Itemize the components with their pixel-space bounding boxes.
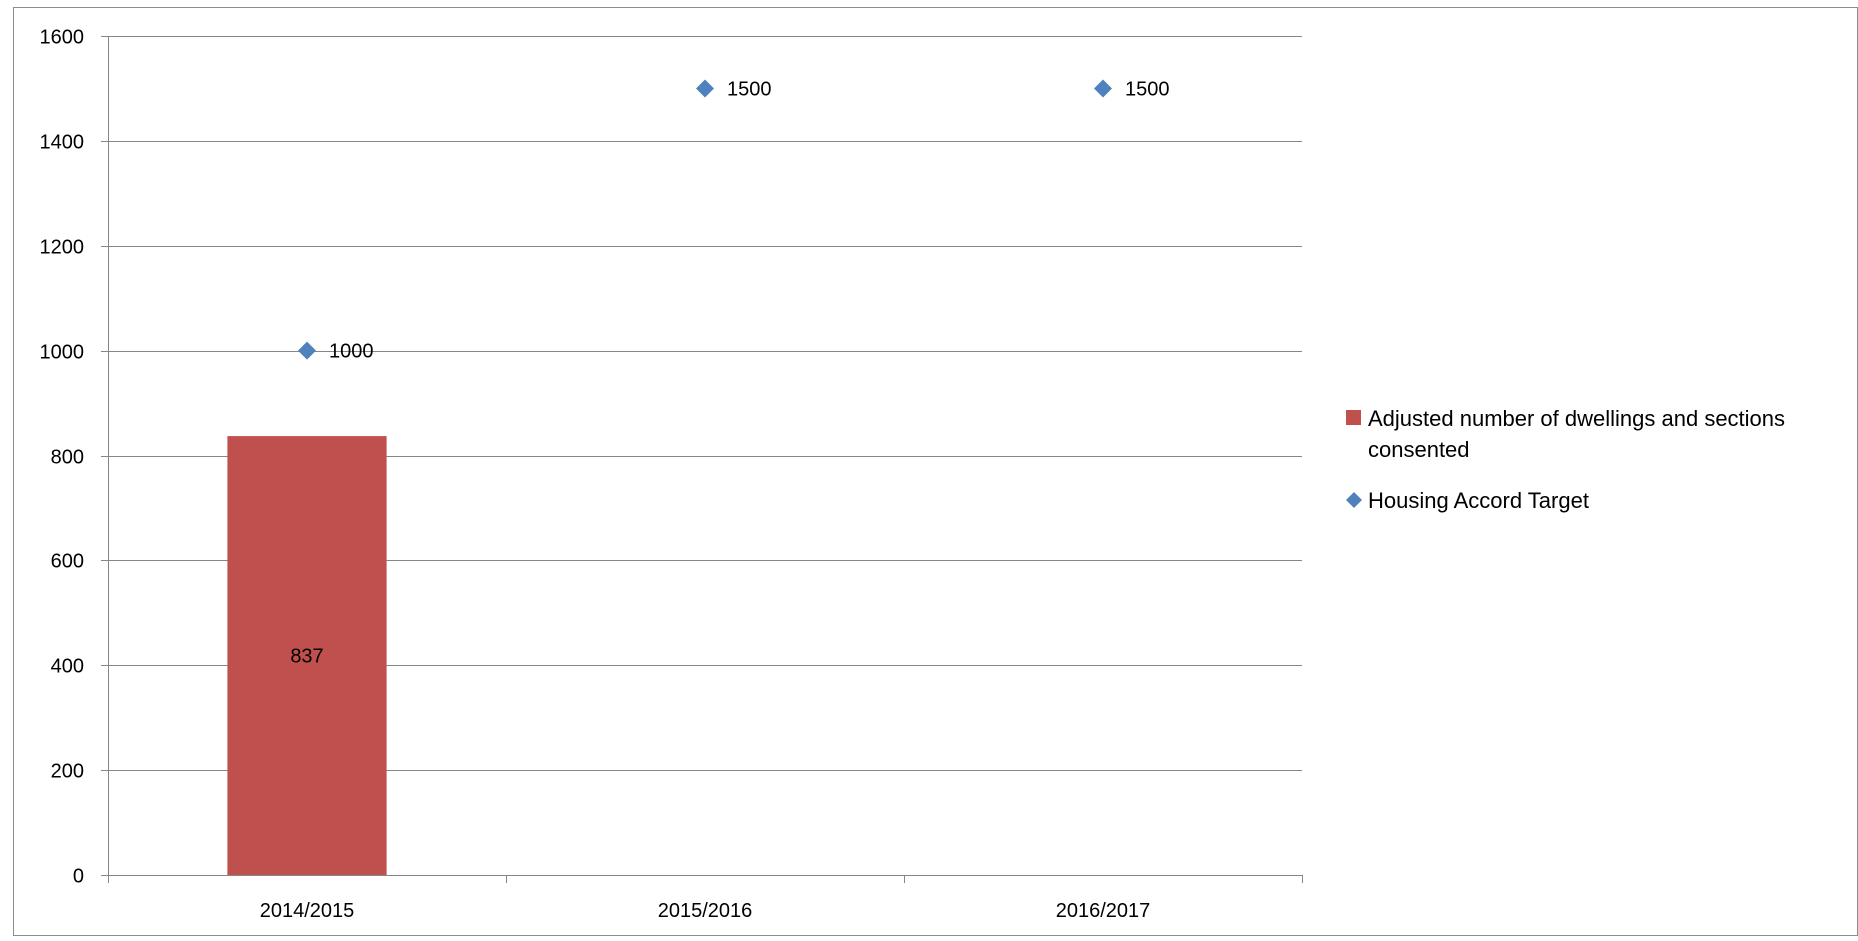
y-tick-label: 0 [73,866,84,888]
y-tick-label: 400 [51,656,84,678]
legend-swatch-bar [1346,410,1361,425]
y-tick-label: 800 [51,447,84,469]
legend-swatch-diamond [1346,492,1362,508]
y-tick-label: 1600 [40,27,85,49]
point-marker [298,341,316,360]
y-tick-label: 1400 [40,132,85,154]
x-tick-label: 2014/2015 [260,900,355,922]
y-tick-label: 600 [51,551,84,573]
legend: Adjusted number of dwellings and section… [1346,406,1785,513]
point-data-label: 1500 [1125,78,1170,100]
x-tick-label: 2015/2016 [658,900,753,922]
y-tick-label: 1000 [40,342,85,364]
point-data-label: 1500 [727,78,772,100]
y-tick-label: 200 [51,761,84,783]
point-marker [1094,79,1112,98]
legend-label: Housing Accord Target [1368,488,1589,513]
bar [227,436,387,875]
x-tick-label: 2016/2017 [1056,900,1151,922]
legend-label: consented [1368,437,1470,462]
bar-data-label: 837 [290,646,323,668]
point-series: 1000 1500 1500 [298,78,1170,363]
point-marker [696,79,714,98]
point-data-label: 1000 [329,341,374,363]
legend-label: Adjusted number of dwellings and section… [1368,406,1785,431]
y-tick-label: 1200 [40,237,85,259]
bar-series: 837 [227,436,387,875]
axes: 0 200 400 600 800 1000 1200 1400 1600 2014/2015 20… [40,27,1303,922]
